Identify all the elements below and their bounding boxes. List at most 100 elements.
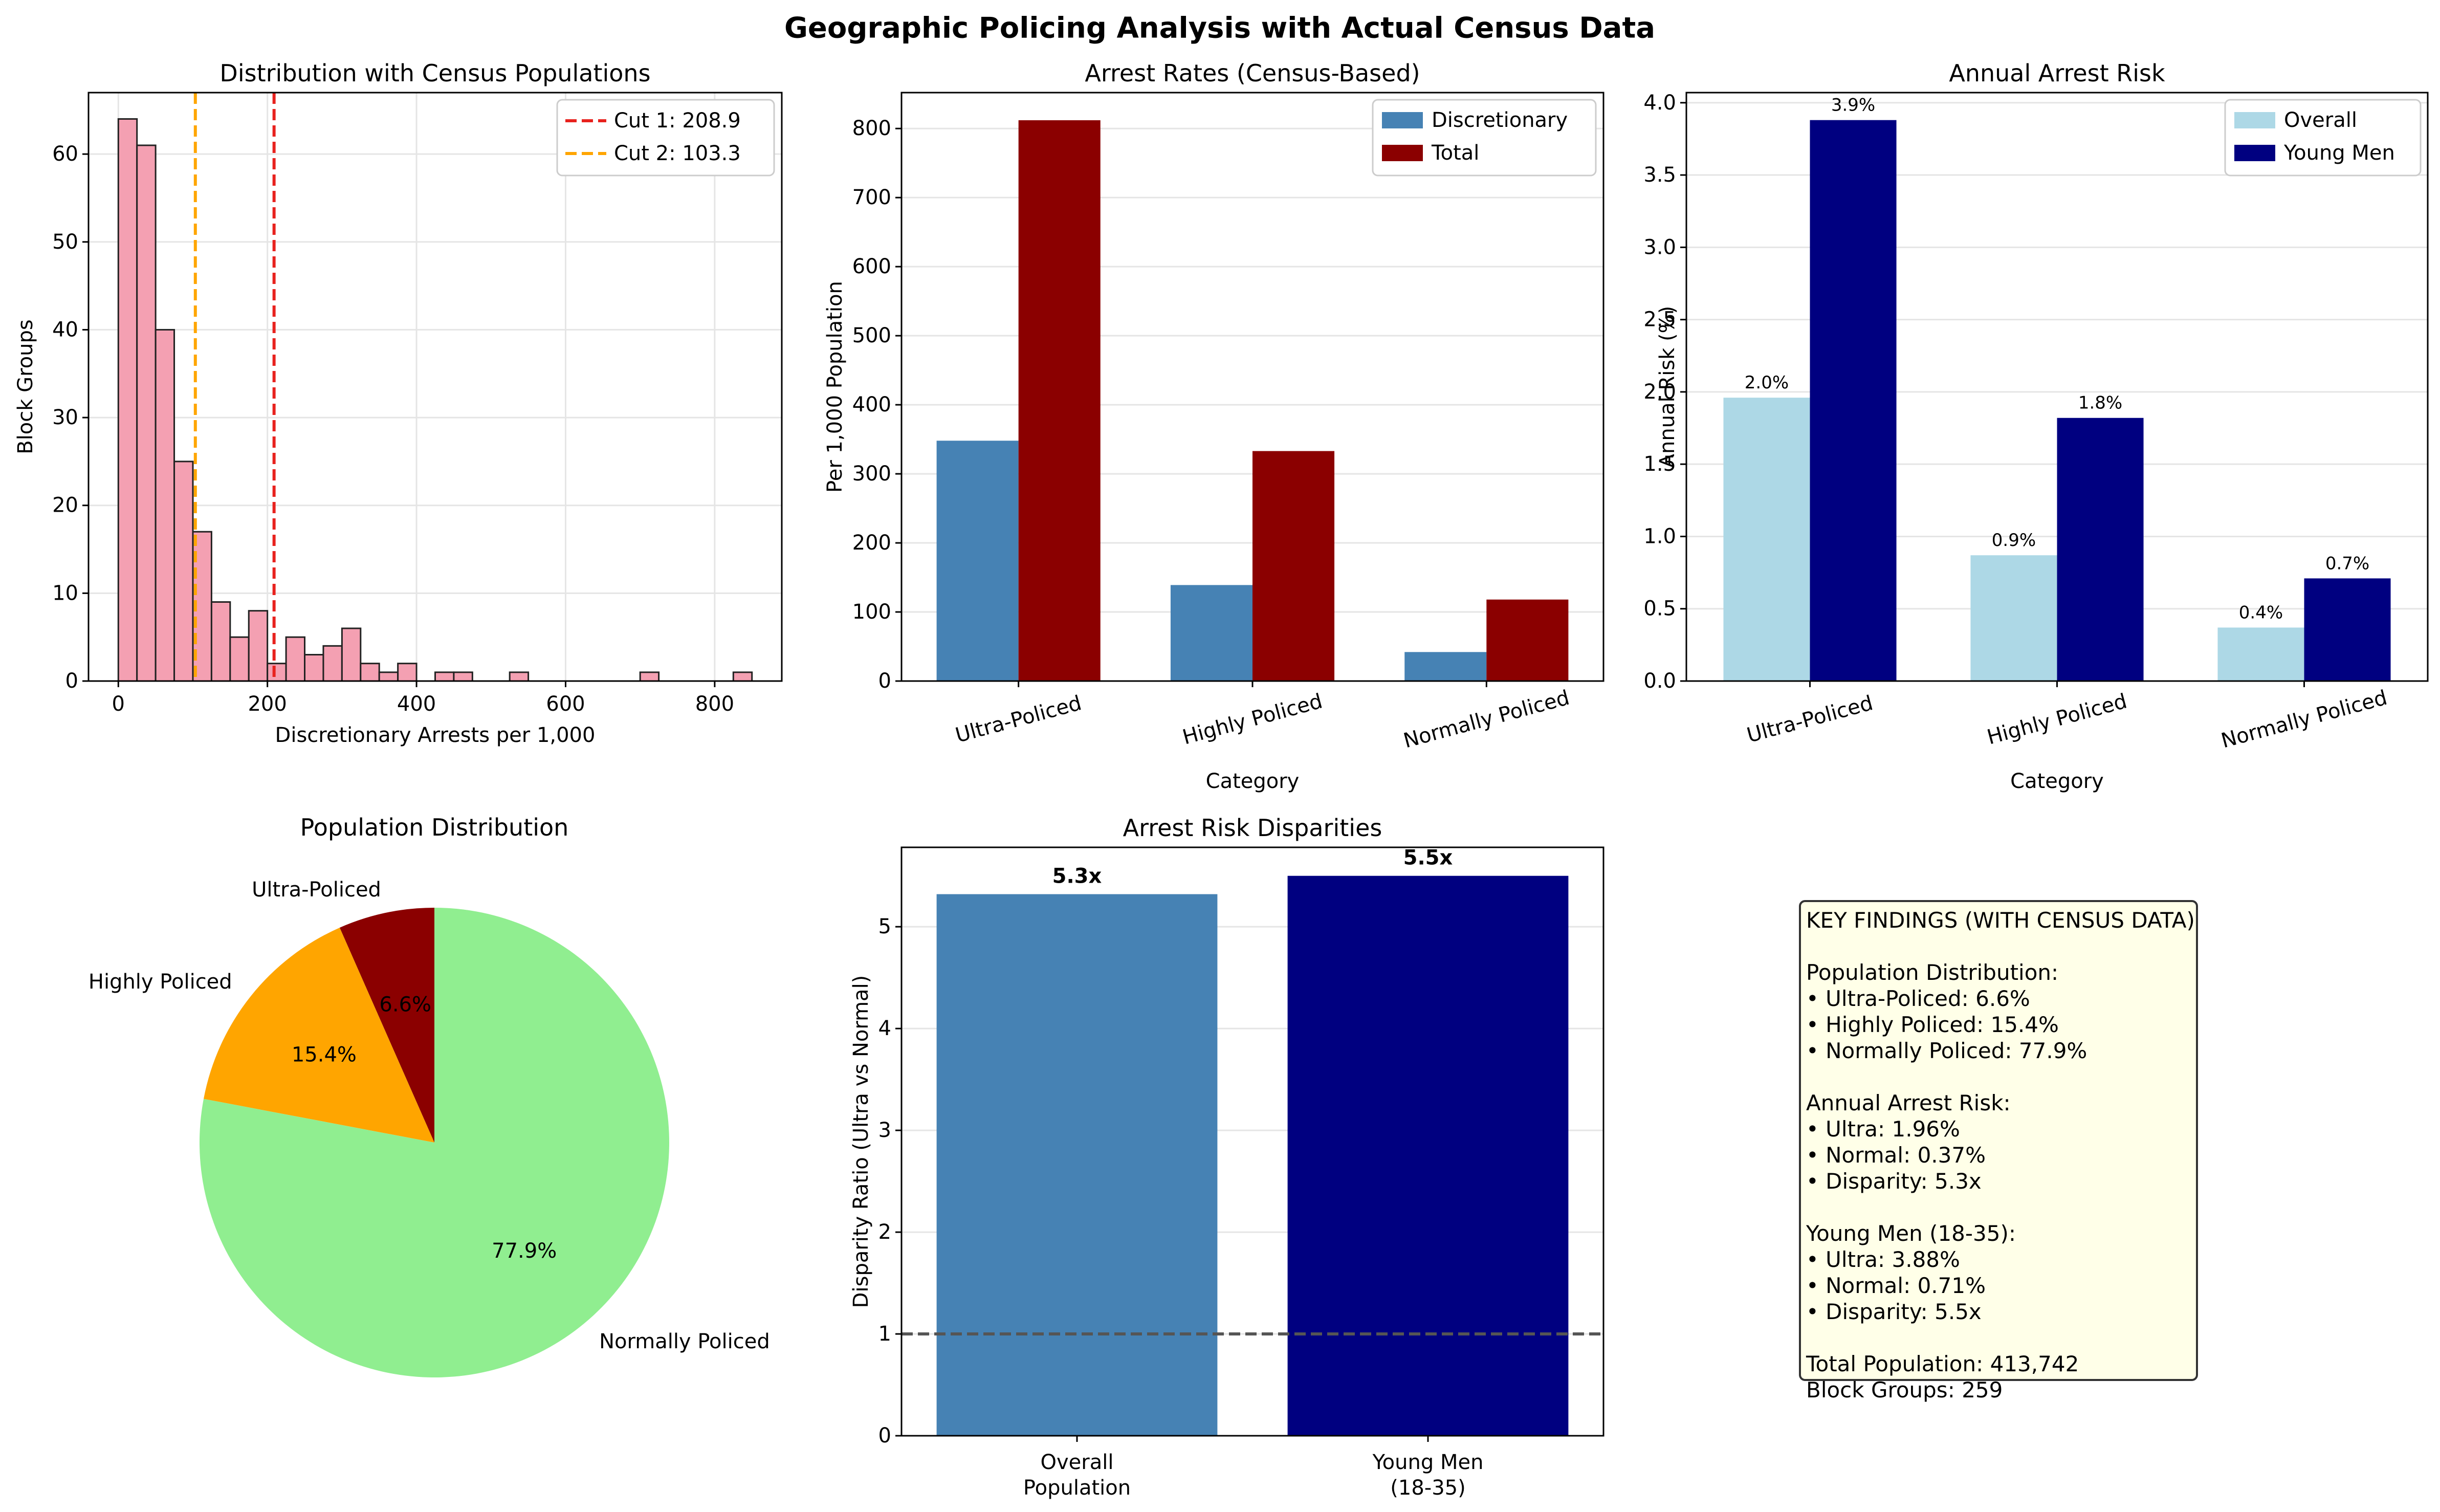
pie-percent-label: 15.4%: [292, 1043, 357, 1067]
y-tick-label: 4.0: [1643, 91, 1676, 115]
x-tick-label: Highly Policed: [1985, 689, 2129, 749]
histogram-bar: [136, 144, 157, 682]
bar-overall: [2217, 627, 2304, 681]
legend-label: Overall: [2284, 108, 2357, 132]
legend-swatch: [1382, 112, 1423, 128]
histogram-bar: [509, 671, 530, 682]
legend-frame: [1372, 99, 1597, 177]
data-label: 0.4%: [2239, 602, 2283, 623]
histogram-bar: [397, 663, 417, 682]
findings-young-men-heading: Young Men (18-35):: [1806, 1221, 2016, 1246]
bar-young-men: [2057, 418, 2144, 681]
y-tick-label: 0.0: [1643, 669, 1676, 693]
histogram-bar: [210, 601, 231, 682]
y-tick-label: 3.5: [1643, 163, 1676, 187]
y-tick-label: 0: [65, 669, 78, 693]
data-label: 3.9%: [1831, 95, 1875, 116]
y-tick-label: 1.5: [1643, 452, 1676, 476]
y-tick-label: 800: [852, 117, 891, 140]
data-label: 5.3x: [1052, 865, 1102, 888]
findings-block-groups: Block Groups: 259: [1806, 1377, 2003, 1403]
legend: Overall Young Men: [2224, 99, 2422, 177]
chart-title: Arrest Risk Disparities: [1123, 814, 1382, 842]
histogram-bar: [304, 654, 324, 682]
bar-discretionary: [936, 441, 1019, 681]
x-tick-label: Ultra-Policed: [1744, 691, 1875, 748]
chart-title: Annual Arrest Risk: [1949, 59, 2165, 87]
bar-overall: [1723, 398, 1810, 681]
y-tick-label: 50: [52, 230, 78, 254]
bar-total: [1252, 451, 1335, 681]
bar-discretionary: [1170, 585, 1252, 681]
pie-slice: [339, 908, 434, 1143]
y-tick-label: 200: [852, 531, 891, 555]
y-tick-label: 1: [878, 1322, 891, 1346]
x-tick-label: 0: [112, 692, 125, 716]
y-tick-label: 60: [52, 142, 78, 166]
histogram-bar: [229, 636, 250, 682]
histogram-bar: [378, 671, 399, 682]
findings-line: • Normally Policed: 77.9%: [1806, 1038, 2087, 1063]
bar-overall: [1970, 555, 2057, 681]
findings-line: • Highly Policed: 15.4%: [1806, 1012, 2059, 1037]
findings-line: • Disparity: 5.3x: [1806, 1169, 1982, 1194]
chart-title: Population Distribution: [300, 814, 569, 841]
x-tick-label: Highly Policed: [1180, 689, 1325, 749]
bar-young-men: [1810, 120, 1897, 681]
legend-swatch: [2234, 145, 2275, 161]
axes-frame: [87, 92, 783, 682]
y-tick-label: 30: [52, 406, 78, 429]
x-axis-label: Category: [2010, 770, 2104, 793]
chart-title: Distribution with Census Populations: [219, 59, 650, 87]
pie-percent-label: 6.6%: [379, 993, 431, 1017]
y-tick-label: 500: [852, 324, 891, 347]
findings-population-heading: Population Distribution:: [1806, 960, 2059, 985]
x-tick-label: Normally Policed: [2218, 686, 2389, 753]
figure-title: Geographic Policing Analysis with Actual…: [784, 12, 1655, 45]
y-tick-label: 0: [878, 669, 891, 693]
legend-swatch: [2234, 112, 2275, 128]
y-tick-label: 3: [878, 1119, 891, 1142]
y-tick-label: 100: [852, 600, 891, 624]
histogram-bar: [267, 663, 287, 682]
y-tick-label: 2.5: [1643, 308, 1676, 332]
pie-percent-label: 77.9%: [492, 1239, 557, 1263]
y-tick-label: 5: [878, 915, 891, 938]
findings-line: • Ultra: 3.88%: [1806, 1247, 1960, 1272]
axes-pie: Population Distribution Ultra-Policed 6.6%…: [89, 814, 770, 1377]
histogram-bar: [248, 610, 269, 682]
x-tick-label: Normally Policed: [1401, 686, 1572, 753]
legend-label: Cut 2: 103.3: [614, 142, 741, 165]
x-tick-label: Ultra-Policed: [953, 691, 1084, 748]
legend-label: Total: [1431, 141, 1479, 165]
legend: Cut 1: 208.9 Cut 2: 103.3: [556, 99, 775, 177]
legend-label: Cut 1: 208.9: [614, 109, 741, 133]
pie-label: Ultra-Policed: [252, 878, 381, 902]
axes-frame: [900, 846, 1604, 1437]
histogram-bar: [732, 671, 753, 682]
y-tick-label: 40: [52, 318, 78, 341]
x-tick-label: Population: [1023, 1476, 1131, 1500]
data-label: 0.9%: [1992, 530, 2036, 551]
legend-label: Discretionary: [1432, 108, 1568, 132]
histogram-bar: [341, 627, 362, 682]
disparity-bar: [1287, 875, 1569, 1436]
chart-title: Arrest Rates (Census-Based): [1085, 59, 1420, 87]
bar-total: [1486, 599, 1569, 681]
pie-slice: [204, 927, 434, 1143]
y-tick-label: 10: [52, 581, 78, 605]
y-tick-label: 300: [852, 462, 891, 486]
y-tick-label: 0: [878, 1424, 891, 1448]
bar-discretionary: [1404, 652, 1487, 681]
legend: Discretionary Total: [1372, 99, 1597, 177]
pie-label: Normally Policed: [599, 1330, 770, 1353]
y-tick-label: 400: [852, 393, 891, 417]
y-tick-label: 600: [852, 255, 891, 278]
data-label: 2.0%: [1745, 372, 1789, 393]
x-tick-label: 800: [695, 692, 734, 716]
key-findings-box: KEY FINDINGS (WITH CENSUS DATA) Populatio…: [1799, 900, 2198, 1403]
y-tick-label: 2.0: [1643, 380, 1676, 404]
axes-annual-risk: 2.0% 0.9% 0.4% 3.9% 1.8% 0.7% 0.0 0.5 1.0 1.5 2.0 2…: [1643, 59, 2429, 793]
histogram-bar: [155, 328, 175, 682]
